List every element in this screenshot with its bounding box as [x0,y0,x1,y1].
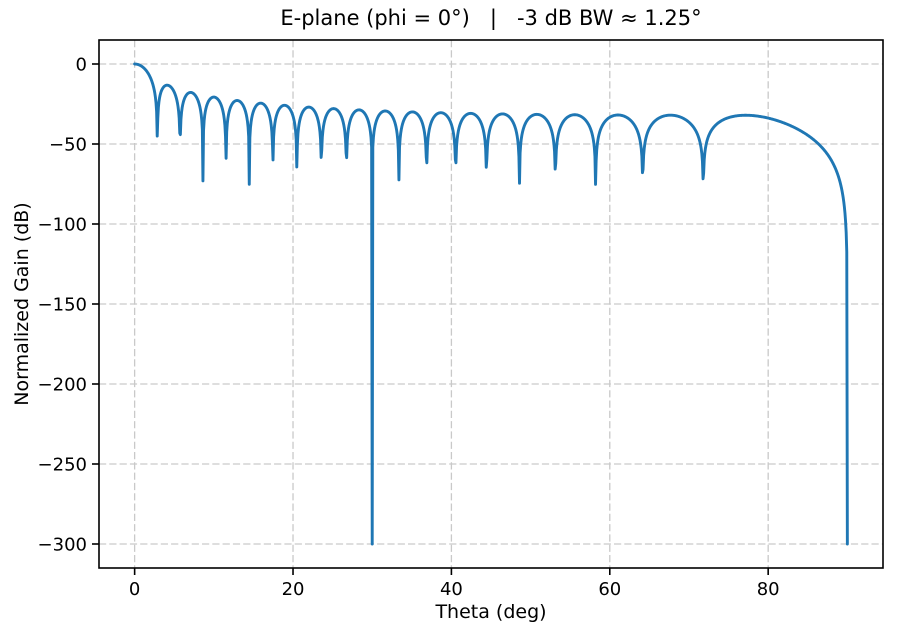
y-tick-label: −100 [38,215,87,236]
x-tick-label: 60 [598,579,621,600]
x-tick-label: 0 [129,579,140,600]
x-tick-label: 20 [282,579,305,600]
y-tick-label: −200 [38,375,87,396]
x-axis-label: Theta (deg) [435,601,547,623]
y-tick-label: −150 [38,295,87,316]
y-tick-label: −50 [49,135,87,156]
y-tick-label: 0 [76,55,87,76]
x-tick-label: 80 [757,579,780,600]
y-tick-label: −250 [38,455,87,476]
chart-title: E-plane (phi = 0°) | -3 dB BW ≈ 1.25° [280,6,702,30]
x-tick-label: 40 [440,579,463,600]
y-tick-label: −300 [38,535,87,556]
gain-curve [133,62,849,546]
y-axis-label: Normalized Gain (dB) [11,202,33,406]
